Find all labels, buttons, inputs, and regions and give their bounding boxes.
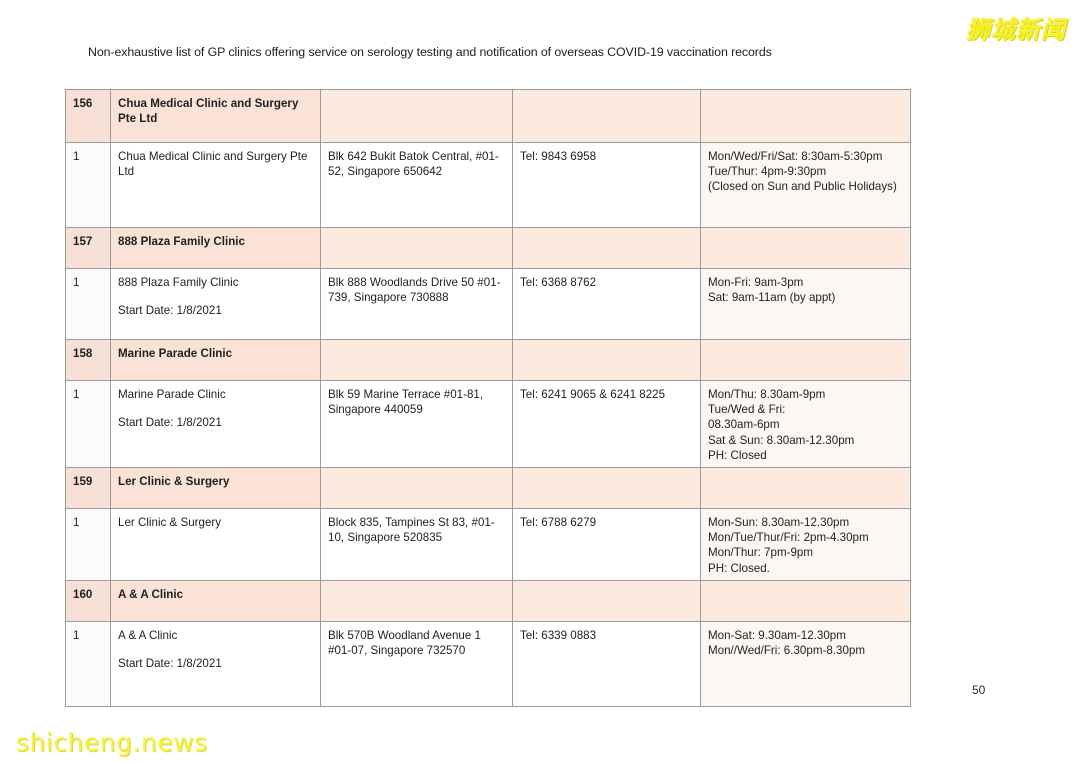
entry-address: Blk 642 Bukit Batok Central, #01-52, Sin…	[320, 142, 513, 228]
group-blank-address	[320, 339, 513, 381]
group-header-row: 159 Ler Clinic & Surgery	[65, 467, 911, 510]
entry-operating-hours: Mon-Sun: 8.30am-12.30pm Mon/Tue/Thur/Fri:…	[700, 508, 911, 581]
operating-hours-line: Mon-Sat: 9.30am-12.30pm	[708, 628, 846, 642]
group-blank-address	[320, 579, 513, 622]
entry-clinic-name-text: A & A Clinic	[118, 628, 178, 642]
operating-hours-line: Mon/Thur: 7pm-9pm	[708, 546, 814, 560]
entry-index: 1	[65, 379, 111, 469]
entry-address: Blk 888 Woodlands Drive 50 #01-739, Sing…	[320, 268, 513, 340]
group-number: 156	[65, 89, 111, 143]
entry-index: 1	[65, 620, 111, 707]
entry-clinic-name-text: Marine Parade Clinic	[118, 388, 226, 401]
group-header-row: 160 A & A Clinic	[65, 579, 911, 622]
entry-start-date: Start Date: 1/8/2021	[118, 657, 222, 671]
group-number: 158	[65, 339, 111, 381]
entry-telephone: Tel: 9843 6958	[512, 142, 701, 228]
group-blank-hours	[700, 467, 911, 510]
operating-hours-line: 08.30am-6pm	[708, 418, 780, 432]
group-clinic-name: 888 Plaza Family Clinic	[110, 227, 321, 269]
page-number: 50	[972, 683, 986, 697]
group-number: 159	[65, 467, 111, 510]
table-row: 1 Marine Parade Clinic Start Date: 1/8/202…	[65, 379, 911, 469]
entry-clinic-name: Chua Medical Clinic and Surgery Pte Ltd	[110, 142, 321, 228]
table-row: 1 A & A Clinic Start Date: 1/8/2021 Blk 570…	[65, 620, 911, 707]
operating-hours-line: PH: Closed.	[708, 561, 770, 575]
entry-telephone: Tel: 6339 0883	[512, 620, 701, 707]
operating-hours-line: Mon-Sun: 8.30am-12.30pm	[708, 516, 850, 530]
entry-clinic-name: Ler Clinic & Surgery	[110, 508, 321, 581]
operating-hours-line: Sat & Sun: 8.30am-12.30pm	[708, 433, 855, 447]
group-number: 157	[65, 227, 111, 269]
table-body: 156 Chua Medical Clinic and Surgery Pte L…	[65, 89, 911, 707]
spacer	[118, 643, 313, 656]
group-header-row: 156 Chua Medical Clinic and Surgery Pte L…	[65, 89, 911, 143]
entry-address: Blk 570B Woodland Avenue 1 #01-07, Singa…	[320, 620, 513, 707]
operating-hours-line: PH: Closed	[708, 448, 767, 462]
group-blank-telephone	[512, 89, 701, 143]
entry-clinic-name-text: 888 Plaza Family Clinic	[118, 276, 239, 289]
entry-telephone: Tel: 6368 8762	[512, 268, 701, 340]
operating-hours-line: Mon/Thu: 8.30am-9pm	[708, 388, 826, 401]
entry-start-date: Start Date: 1/8/2021	[118, 304, 222, 318]
entry-clinic-name: A & A Clinic Start Date: 1/8/2021	[110, 620, 321, 707]
entry-operating-hours: Mon-Fri: 9am-3pm Sat: 9am-11am (by appt)	[700, 268, 911, 340]
page-title: Non-exhaustive list of GP clinics offeri…	[88, 45, 772, 59]
operating-hours-line: Mon/Tue/Thur/Fri: 2pm-4.30pm	[708, 531, 869, 545]
group-clinic-name: Marine Parade Clinic	[110, 339, 321, 381]
entry-operating-hours: Mon-Sat: 9.30am-12.30pm Mon//Wed/Fri: 6.3…	[700, 620, 911, 707]
clinic-listing-table: 156 Chua Medical Clinic and Surgery Pte L…	[65, 89, 911, 707]
operating-hours-line: (Closed on Sun and Public Holidays)	[708, 180, 897, 194]
entry-address: Block 835, Tampines St 83, #01-10, Singa…	[320, 508, 513, 581]
operating-hours-line: Tue/Thur: 4pm-9:30pm	[708, 165, 827, 179]
operating-hours-line: Sat: 9am-11am (by appt)	[708, 291, 836, 305]
entry-operating-hours: Mon/Thu: 8.30am-9pm Tue/Wed & Fri: 08.30am…	[700, 379, 911, 469]
group-number: 160	[65, 579, 111, 622]
group-header-row: 157 888 Plaza Family Clinic	[65, 227, 911, 269]
group-blank-telephone	[512, 467, 701, 510]
entry-operating-hours: Mon/Wed/Fri/Sat: 8:30am-5:30pm Tue/Thur: …	[700, 142, 911, 228]
operating-hours-line: Tue/Wed & Fri:	[708, 403, 786, 417]
group-blank-address	[320, 467, 513, 510]
table-row: 1 888 Plaza Family Clinic Start Date: 1/8/…	[65, 268, 911, 340]
spacer	[118, 402, 313, 415]
group-blank-hours	[700, 227, 911, 269]
group-blank-telephone	[512, 579, 701, 622]
group-clinic-name: A & A Clinic	[110, 579, 321, 622]
group-blank-telephone	[512, 339, 701, 381]
entry-address: Blk 59 Marine Terrace #01-81, Singapore …	[320, 379, 513, 469]
group-header-row: 158 Marine Parade Clinic	[65, 339, 911, 381]
entry-index: 1	[65, 508, 111, 581]
operating-hours-line: Mon//Wed/Fri: 6.30pm-8.30pm	[708, 644, 866, 658]
entry-index: 1	[65, 268, 111, 340]
group-blank-hours	[700, 579, 911, 622]
group-clinic-name: Ler Clinic & Surgery	[110, 467, 321, 510]
group-blank-telephone	[512, 227, 701, 269]
spacer	[118, 290, 313, 303]
group-blank-address	[320, 227, 513, 269]
entry-telephone: Tel: 6241 9065 & 6241 8225	[512, 379, 701, 469]
watermark-logo: 狮城新闻	[966, 16, 1066, 44]
operating-hours-line: Mon/Wed/Fri/Sat: 8:30am-5:30pm	[708, 150, 883, 163]
group-blank-address	[320, 89, 513, 143]
entry-index: 1	[65, 142, 111, 228]
table-row: 1 Ler Clinic & Surgery Block 835, Tampines…	[65, 508, 911, 581]
group-blank-hours	[700, 339, 911, 381]
entry-start-date: Start Date: 1/8/2021	[118, 416, 222, 430]
entry-clinic-name-text: Chua Medical Clinic and Surgery Pte Ltd	[118, 150, 308, 179]
entry-clinic-name: 888 Plaza Family Clinic Start Date: 1/8/2…	[110, 268, 321, 340]
entry-clinic-name-text: Ler Clinic & Surgery	[118, 516, 222, 530]
entry-telephone: Tel: 6788 6279	[512, 508, 701, 581]
group-clinic-name: Chua Medical Clinic and Surgery Pte Ltd	[110, 89, 321, 143]
entry-clinic-name: Marine Parade Clinic Start Date: 1/8/2021	[110, 379, 321, 469]
operating-hours-line: Mon-Fri: 9am-3pm	[708, 276, 804, 289]
table-row: 1 Chua Medical Clinic and Surgery Pte Ltd…	[65, 142, 911, 228]
watermark-site-text: shicheng.news	[16, 728, 208, 757]
group-blank-hours	[700, 89, 911, 143]
